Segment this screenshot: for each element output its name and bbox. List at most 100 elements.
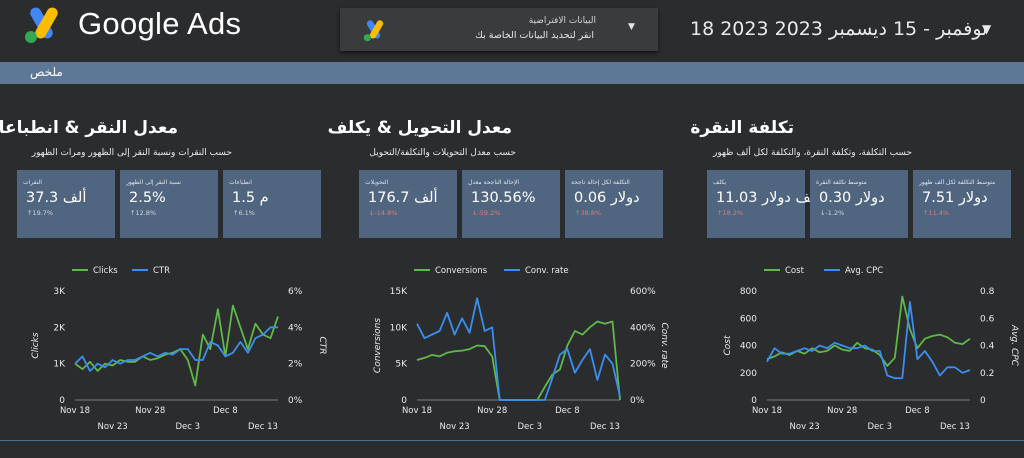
top-bar: Google Ads البيانات الافتراضية انقر لتحد… <box>0 0 1024 62</box>
google-ads-small-icon <box>363 20 384 42</box>
y-right-tick: 0.4 <box>980 342 995 352</box>
y-right-tick: 600% <box>630 287 656 297</box>
kpi-value: 37.3 ألف <box>26 190 87 206</box>
legend-label-0: Cost <box>785 266 805 276</box>
kpi-value: 1.5 م <box>232 190 269 206</box>
series-line-conversions <box>416 320 621 401</box>
y-right-tick: 0.8 <box>980 287 995 297</box>
x-tick-label: Nov 28 <box>827 406 857 416</box>
y-right-label: CTR <box>317 336 327 354</box>
y-left-tick: 3K <box>53 287 66 297</box>
kpi-label: نسبة النقر إلى الظهور <box>126 179 182 186</box>
series-line-cost <box>766 295 971 367</box>
kpi-card-cost: يكلف 11.03 ألف دولار ↑18.2% <box>707 170 819 238</box>
account-subtitle: انقر لتحديد البيانات الخاصة بك <box>475 30 594 41</box>
account-title: البيانات الافتراضية <box>528 16 596 26</box>
y-left-tick: 600 <box>740 314 757 324</box>
kpi-label: التحويلات <box>365 179 389 186</box>
y-left-tick: 0 <box>59 396 65 406</box>
x-tick-label: Dec 8 <box>905 406 930 416</box>
series-line-avg-cpc <box>766 301 971 380</box>
kpi-delta: ↑38.8% <box>575 209 602 217</box>
series-line-clicks <box>74 304 279 387</box>
section-title-conversion: معدل التحويل & يكلف <box>327 118 512 138</box>
x-tick-label: Dec 13 <box>590 422 620 432</box>
kpi-card-avg-cpm: متوسط التكلفة لكل ألف ظهور 7.51 دولار ↑1… <box>913 170 1011 238</box>
kpi-delta: ↓-59.2% <box>472 209 501 217</box>
y-left-label: Clicks <box>31 332 41 358</box>
section-subtitle-conversion: حسب معدل التحويلات والتكلفة/التحويل <box>369 148 516 158</box>
kpi-label: متوسط تكلفة النقرة <box>816 179 867 186</box>
y-right-tick: 0 <box>980 396 986 406</box>
kpi-card-ctr: نسبة النقر إلى الظهور 2.5% ↑12.8% <box>120 170 218 238</box>
y-right-tick: 2% <box>288 360 303 370</box>
kpi-value: 2.5% <box>129 190 166 206</box>
date-range-picker[interactable]: 18 2023 نوفمبر - 15 ديسمبر 2023 <box>690 18 988 40</box>
legend-label-1: Avg. CPC <box>845 266 883 276</box>
kpi-card-avg-cpc: متوسط تكلفة النقرة 0.30 دولار ↓-1.2% <box>810 170 908 238</box>
x-tick-label: Dec 3 <box>867 422 892 432</box>
y-left-tick: 10K <box>390 323 408 333</box>
y-right-tick: 4% <box>288 323 303 333</box>
kpi-value: 176.7 ألف <box>368 190 438 206</box>
y-right-tick: 6% <box>288 287 303 297</box>
conversions-rate-chart: Conversions Conv. rate 0 5K 10K 15K 0% 200% 400%… <box>373 266 669 432</box>
x-tick-label: Nov 18 <box>402 406 432 416</box>
kpi-delta: ↑11.4% <box>923 209 950 217</box>
kpi-card-cost-per-conv: التكلفة لكل إحالة ناجحة 0.06 دولار ↑38.8… <box>565 170 663 238</box>
y-left-tick: 2K <box>53 323 66 333</box>
kpi-delta: ↓-1.2% <box>820 209 845 217</box>
y-right-tick: 0% <box>630 396 645 406</box>
y-right-tick: 400% <box>630 323 656 333</box>
x-tick-label: Nov 18 <box>60 406 90 416</box>
y-left-tick: 15K <box>390 287 408 297</box>
kpi-label: انطباعات <box>229 179 252 186</box>
y-right-label: Avg. CPC <box>1009 324 1019 367</box>
y-right-tick: 200% <box>630 360 656 370</box>
kpi-delta: ↓-14.8% <box>369 209 398 217</box>
chevron-down-icon[interactable]: ▼ <box>628 22 635 32</box>
x-tick-label: Dec 3 <box>175 422 200 432</box>
section-subtitle-cpc: حسب التكلفة، وتكلفة النقرة، والتكلفة لكل… <box>713 148 912 158</box>
x-tick-label: Dec 13 <box>940 422 970 432</box>
clicks-ctr-chart: Clicks CTR 0 1K 2K 3K 0% 2% 4% 6% Clicks CTR Nov 18 N… <box>31 266 327 432</box>
kpi-label: متوسط التكلفة لكل ألف ظهور <box>919 179 996 186</box>
kpi-delta: ↑6.1% <box>233 209 255 217</box>
y-left-tick: 800 <box>740 287 757 297</box>
google-ads-logo-icon <box>25 7 58 43</box>
y-right-tick: 0.6 <box>980 314 995 324</box>
x-tick-label: Nov 28 <box>135 406 165 416</box>
y-right-tick: 0% <box>288 396 303 406</box>
legend-label-1: CTR <box>153 266 170 276</box>
y-left-tick: 200 <box>740 369 757 379</box>
kpi-label: النقرات <box>23 179 42 186</box>
tab-summary[interactable]: ملخص <box>30 65 63 79</box>
kpi-card-impressions: انطباعات 1.5 م ↑6.1% <box>223 170 321 238</box>
x-tick-label: Nov 23 <box>440 422 470 432</box>
kpi-value: 130.56% <box>471 190 536 206</box>
kpi-label: التكلفة لكل إحالة ناجحة <box>571 179 630 186</box>
kpi-label: يكلف <box>713 179 727 186</box>
legend-label-0: Clicks <box>93 266 118 276</box>
series-line-ctr <box>74 326 278 372</box>
x-tick-label: Dec 13 <box>248 422 278 432</box>
x-tick-label: Nov 23 <box>98 422 128 432</box>
kpi-delta: ↑18.2% <box>717 209 744 217</box>
cost-cpc-chart: Cost Avg. CPC 0 200 400 600 800 0 0.2 0.4 0.6 0.8 Co… <box>723 266 1019 432</box>
y-left-tick: 400 <box>740 342 757 352</box>
x-tick-label: Dec 8 <box>213 406 238 416</box>
date-chevron-down-icon[interactable]: ▼ <box>982 22 992 36</box>
y-left-tick: 0 <box>401 396 407 406</box>
section-subtitle-ctr: حسب النقرات ونسبة النقر إلى الظهور ومرات… <box>31 148 232 158</box>
y-left-tick: 1K <box>53 360 66 370</box>
x-tick-label: Nov 18 <box>752 406 782 416</box>
account-selector[interactable]: البيانات الافتراضية انقر لتحديد البيانات… <box>340 8 658 51</box>
x-tick-label: Dec 8 <box>555 406 580 416</box>
bottom-divider <box>0 440 1024 441</box>
kpi-delta: ↑19.7% <box>27 209 54 217</box>
legend-label-0: Conversions <box>435 266 488 276</box>
kpi-delta: ↑12.8% <box>130 209 157 217</box>
x-tick-label: Nov 28 <box>477 406 507 416</box>
brand-title: Google Ads <box>78 6 242 41</box>
y-left-tick: 5K <box>395 360 408 370</box>
